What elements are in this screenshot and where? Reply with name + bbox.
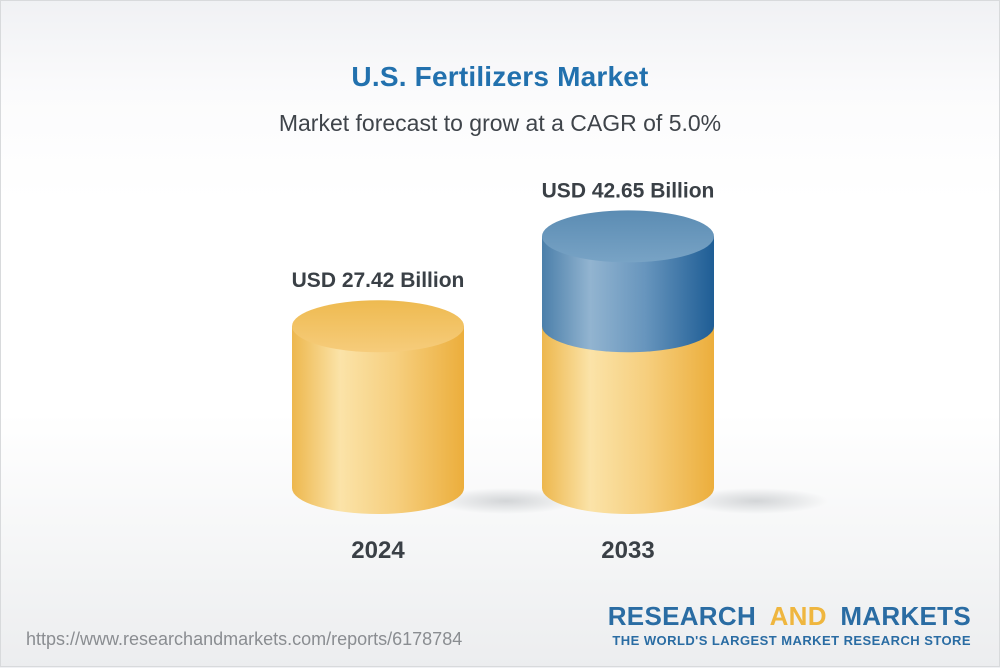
cylinder-shadow: [434, 488, 578, 514]
category-label-2024: 2024: [351, 537, 405, 564]
blue-segment-top: [542, 210, 714, 263]
gold-segment-top: [292, 300, 464, 353]
gold-segment-body: [542, 326, 714, 488]
cylinder-shadow: [684, 488, 828, 514]
logo-wordmark: RESEARCH AND MARKETS: [607, 600, 971, 631]
report-url-link[interactable]: https://www.researchandmarkets.com/repor…: [26, 629, 463, 649]
page-subtitle: Market forecast to grow at a CAGR of 5.0…: [278, 110, 722, 136]
gold-segment-body: [292, 326, 464, 488]
value-label-2024: USD 27.42 Billion: [292, 269, 465, 292]
cylinder-bars: USD 27.42 Billion 2024 USD 42.65 Billion 20…: [292, 179, 828, 564]
logo-word-research: RESEARCH: [607, 600, 757, 631]
logo-tagline: THE WORLD'S LARGEST MARKET RESEARCH STOR…: [612, 633, 971, 648]
page-title: U.S. Fertilizers Market: [351, 60, 649, 92]
logo-word-markets: MARKETS: [840, 600, 971, 631]
brand-logo: RESEARCH AND MARKETS THE WORLD'S LARGEST…: [607, 600, 971, 648]
value-label-2033: USD 42.65 Billion: [542, 179, 715, 202]
category-label-2033: 2033: [601, 537, 654, 564]
logo-word-and: AND: [769, 600, 827, 631]
